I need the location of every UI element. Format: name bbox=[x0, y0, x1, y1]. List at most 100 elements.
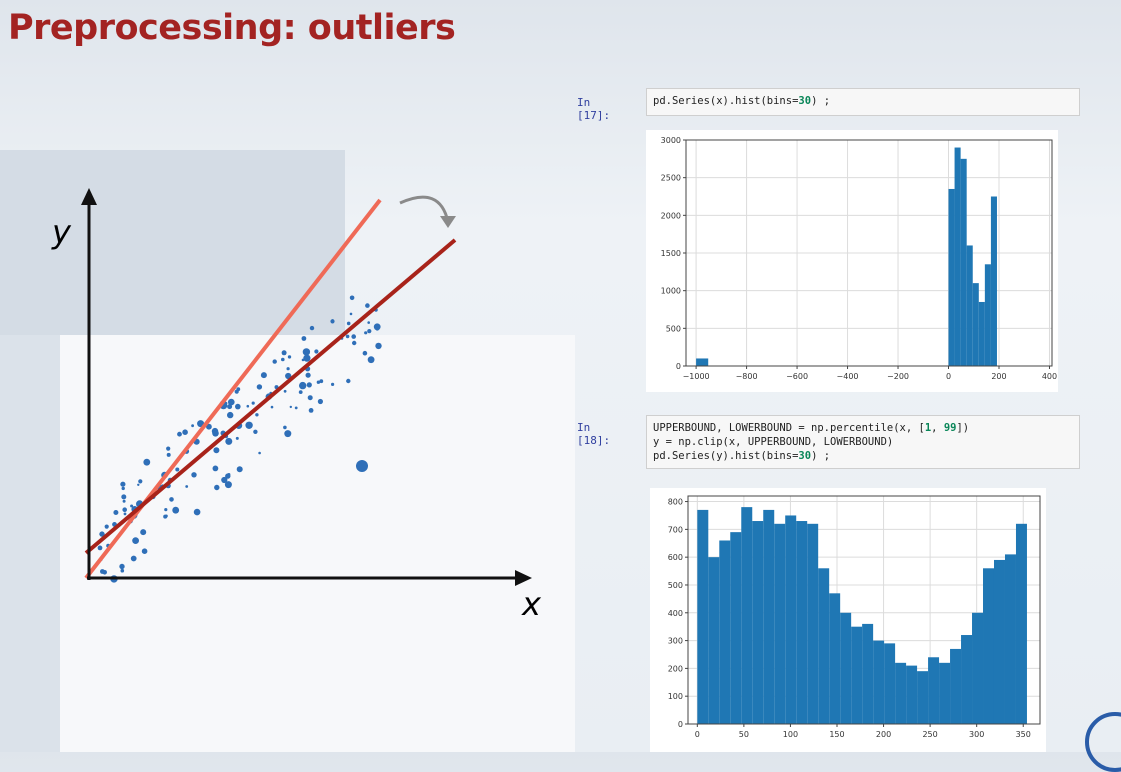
scatter-point bbox=[364, 331, 368, 335]
scatter-point bbox=[119, 563, 125, 570]
scatter-point bbox=[349, 312, 353, 316]
scatter-point bbox=[294, 406, 298, 410]
scatter-point bbox=[287, 355, 292, 359]
plot-frame bbox=[687, 495, 1041, 725]
x-tick-label: 100 bbox=[783, 730, 798, 739]
background-panel bbox=[0, 150, 345, 335]
code-input[interactable]: pd.Series(x).hist(bins=30) ; bbox=[646, 88, 1080, 116]
scatter-point bbox=[349, 295, 355, 301]
scatter-point bbox=[212, 430, 219, 437]
scatter-point bbox=[351, 334, 357, 339]
scatter-point bbox=[132, 537, 140, 544]
y-tick-label: 700 bbox=[668, 525, 683, 534]
scatter-point bbox=[227, 404, 233, 410]
scatter-point bbox=[163, 514, 168, 519]
histogram-bar bbox=[851, 626, 863, 724]
scatter-point bbox=[193, 508, 201, 516]
x-tick-label: −800 bbox=[736, 372, 758, 381]
scatter-point bbox=[138, 479, 143, 484]
histogram-bar bbox=[917, 671, 929, 724]
y-axis-arrowhead bbox=[81, 188, 97, 205]
background-strip bbox=[0, 335, 60, 752]
scatter-point bbox=[373, 323, 381, 331]
scatter-point bbox=[245, 421, 253, 429]
histogram-bar bbox=[697, 509, 709, 724]
histogram-bar bbox=[840, 612, 852, 724]
scatter-point bbox=[191, 472, 197, 478]
scatter-point bbox=[122, 507, 127, 512]
scatter-point bbox=[283, 425, 287, 430]
y-tick-label: 600 bbox=[668, 553, 683, 562]
fit-line-true bbox=[84, 238, 457, 555]
scatter-point bbox=[365, 303, 370, 308]
histogram-bar bbox=[972, 283, 979, 366]
scatter-point bbox=[234, 389, 239, 394]
scatter-point bbox=[104, 524, 109, 529]
scatter-point bbox=[281, 350, 287, 356]
slide-title: Preprocessing: outliers bbox=[8, 8, 456, 48]
scatter-point bbox=[143, 458, 151, 466]
scatter-point bbox=[316, 380, 321, 384]
histogram-bar bbox=[873, 640, 885, 724]
logo-icon bbox=[1085, 712, 1121, 772]
scatter-point bbox=[191, 424, 195, 428]
scatter-point bbox=[256, 384, 263, 390]
scatter-point bbox=[175, 467, 180, 472]
histogram-bar bbox=[818, 568, 830, 724]
scatter-point bbox=[122, 499, 126, 503]
scatter-point bbox=[225, 437, 233, 445]
x-tick-label: 400 bbox=[1042, 372, 1057, 381]
y-tick-label: 0 bbox=[676, 362, 681, 371]
x-tick-label: 200 bbox=[876, 730, 891, 739]
x-tick-label: −1000 bbox=[683, 372, 710, 381]
rotation-arrow bbox=[399, 195, 450, 223]
code-input[interactable]: UPPERBOUND, LOWERBOUND = np.percentile(x… bbox=[646, 415, 1080, 469]
y-tick-label: 1500 bbox=[661, 249, 681, 258]
diagram-panel bbox=[60, 335, 575, 752]
scatter-point bbox=[227, 411, 234, 419]
scatter-point bbox=[299, 381, 307, 390]
histogram-bar bbox=[906, 665, 918, 724]
scatter-point bbox=[246, 404, 250, 408]
x-tick-label: −400 bbox=[837, 372, 859, 381]
histogram-bar bbox=[829, 593, 841, 724]
y-axis-label: y bbox=[51, 213, 72, 251]
x-tick-label: 300 bbox=[969, 730, 984, 739]
scatter-point bbox=[272, 359, 277, 364]
histogram-after-clip: 0 50 100 150 200 250 300 350 0 100 200 300 400 500 600… bbox=[650, 488, 1046, 752]
scatter-point bbox=[236, 466, 243, 473]
y-tick-label: 100 bbox=[668, 692, 683, 701]
scatter-point bbox=[289, 405, 292, 409]
y-tick-label: 1000 bbox=[661, 287, 681, 296]
x-tick-label: −200 bbox=[887, 372, 909, 381]
histogram-bar bbox=[752, 521, 764, 724]
scatter-point bbox=[270, 405, 274, 409]
scatter-point bbox=[281, 357, 285, 362]
fit-line-with-outlier bbox=[84, 198, 382, 580]
scatter-point bbox=[212, 465, 219, 472]
regression-diagram: y x bbox=[51, 188, 542, 623]
scatter-point bbox=[255, 413, 259, 417]
scatter-point bbox=[121, 494, 127, 500]
scatter-point bbox=[251, 401, 255, 405]
histogram-bar bbox=[984, 264, 991, 366]
cell-prompt: In [17]: bbox=[577, 96, 611, 122]
scatter-point bbox=[367, 329, 372, 334]
histogram-bar bbox=[741, 507, 753, 724]
y-tick-label: 300 bbox=[668, 637, 683, 646]
histogram-bar bbox=[884, 643, 896, 724]
scatter-point bbox=[166, 452, 171, 457]
scatter-point bbox=[137, 483, 140, 486]
scatter-point bbox=[164, 508, 168, 512]
y-tick-label: 800 bbox=[668, 498, 683, 507]
scatter-point bbox=[298, 390, 303, 394]
y-tick-label: 2500 bbox=[661, 174, 681, 183]
y-tick-label: 200 bbox=[668, 664, 683, 673]
scatter-point bbox=[224, 481, 232, 489]
scatter-point bbox=[375, 327, 379, 331]
outlier-point bbox=[356, 460, 368, 472]
x-axis-arrowhead bbox=[515, 570, 532, 586]
scatter-point bbox=[283, 389, 287, 393]
scatter-point bbox=[307, 395, 313, 401]
scatter-point bbox=[284, 430, 292, 438]
